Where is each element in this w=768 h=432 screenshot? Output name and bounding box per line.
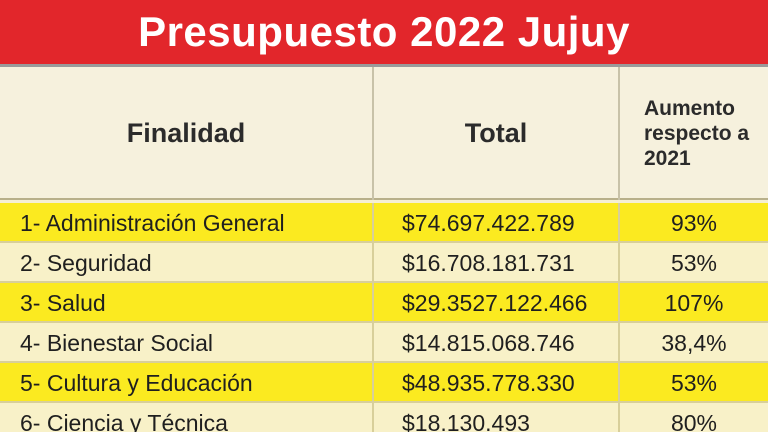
table-row: 1- Administración General $74.697.422.78…: [0, 203, 768, 243]
header-total: Total: [372, 67, 618, 200]
table-row: 4- Bienestar Social $14.815.068.746 38,4…: [0, 323, 768, 363]
cell-finalidad: 5- Cultura y Educación: [20, 369, 253, 396]
budget-table: Finalidad Total Aumento respecto a 2021 …: [0, 64, 768, 432]
cell-finalidad: 1- Administración General: [20, 209, 285, 236]
cell-total: $18.130.493: [372, 403, 618, 432]
cell-finalidad: 2- Seguridad: [20, 249, 152, 276]
table-row: 2- Seguridad $16.708.181.731 53%: [0, 243, 768, 283]
cell-aumento: 93%: [618, 203, 768, 243]
cell-total: $74.697.422.789: [372, 203, 618, 243]
cell-aumento: 107%: [618, 283, 768, 323]
cell-aumento: 53%: [618, 363, 768, 403]
cell-finalidad: 4- Bienestar Social: [20, 329, 214, 356]
cell-total: $14.815.068.746: [372, 323, 618, 363]
header-aumento-label: Aumento respecto a 2021: [644, 97, 750, 170]
header-finalidad: Finalidad: [126, 118, 246, 148]
table-row: 5- Cultura y Educación $48.935.778.330 5…: [0, 363, 768, 403]
cell-aumento: 53%: [618, 243, 768, 283]
cell-total: $48.935.778.330: [372, 363, 618, 403]
cell-aumento: 38,4%: [618, 323, 768, 363]
table-header: Finalidad Total Aumento respecto a 2021: [0, 67, 768, 200]
cell-finalidad: 6- Ciencia y Técnica: [20, 409, 228, 432]
table-row: 6- Ciencia y Técnica $18.130.493 80%: [0, 403, 768, 432]
header-aumento: Aumento respecto a 2021: [618, 67, 768, 200]
cell-finalidad: 3- Salud: [20, 289, 106, 316]
cell-aumento: 80%: [618, 403, 768, 432]
cell-total: $16.708.181.731: [372, 243, 618, 283]
title-banner: Presupuesto 2022 Jujuy: [0, 0, 768, 64]
cell-total: $29.3527.122.466: [372, 283, 618, 323]
table-body: 1- Administración General $74.697.422.78…: [0, 203, 768, 432]
table-title: Presupuesto 2022 Jujuy: [138, 8, 630, 55]
table-row: 3- Salud $29.3527.122.466 107%: [0, 283, 768, 323]
